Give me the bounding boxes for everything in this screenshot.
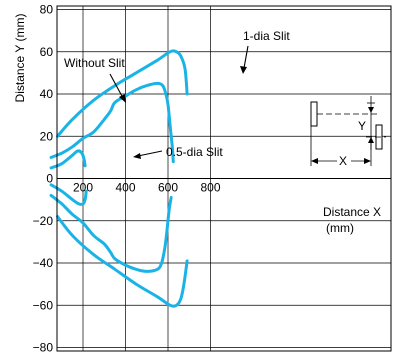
y-tick-label: −40: [33, 256, 54, 270]
series-group: [49, 49, 189, 308]
y-tick-label: 0: [46, 172, 53, 186]
series-without-slit-lower-line: [56, 215, 189, 308]
arrow-without-slit: [109, 73, 126, 103]
series-0.5-dia-slit-upper-line: [49, 149, 87, 170]
annotation-without-slit: Without Slit: [64, 56, 125, 70]
arrow-1-dia-slit: [240, 45, 249, 74]
series-0.5-dia-slit-lower-line: [49, 183, 88, 206]
x-tick-label: 200: [73, 181, 93, 195]
slit-diagram: Y X: [310, 96, 386, 168]
arrow-0.5-dia-slit: [133, 150, 163, 159]
x-tick-label: 400: [115, 181, 135, 195]
x-tick-label: 800: [200, 181, 220, 195]
series-1-dia-slit-upper-line: [49, 81, 175, 164]
y-tick-label: 80: [40, 3, 54, 17]
y-tick-label: −60: [33, 298, 54, 312]
annotation-1-dia-slit: 1-dia Slit: [243, 29, 290, 43]
y-tick-label: 60: [40, 45, 54, 59]
label-y-offset: Y: [358, 119, 366, 133]
y-tick-label: 20: [40, 129, 54, 143]
series-1-dia-slit-lower-line: [49, 193, 173, 273]
x-tick-label: 600: [158, 181, 178, 195]
plot-border: [56, 5, 392, 352]
annotation-0.5-dia-slit: 0.5-dia Slit: [166, 145, 223, 159]
grid: [57, 6, 391, 351]
y-tick-label: 40: [40, 87, 54, 101]
label-x-distance: X: [339, 154, 347, 168]
y-tick-label: −20: [33, 214, 54, 228]
x-axis-unit: (mm): [326, 221, 354, 235]
y-tick-label: −80: [33, 341, 54, 354]
x-axis-label: Distance X: [323, 205, 381, 219]
series-without-slit-upper-line: [56, 49, 189, 138]
sensor-block-left: [310, 101, 318, 127]
y-axis-label: Distance Y (mm): [13, 14, 27, 103]
